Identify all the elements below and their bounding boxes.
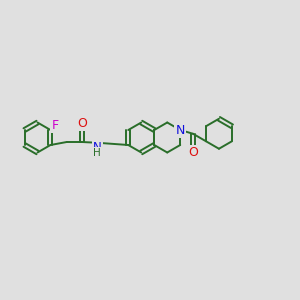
Text: O: O (77, 117, 87, 130)
Text: H: H (93, 148, 101, 158)
Text: O: O (188, 146, 198, 159)
Text: N: N (93, 141, 102, 154)
Text: N: N (176, 124, 185, 136)
Text: F: F (51, 119, 58, 132)
